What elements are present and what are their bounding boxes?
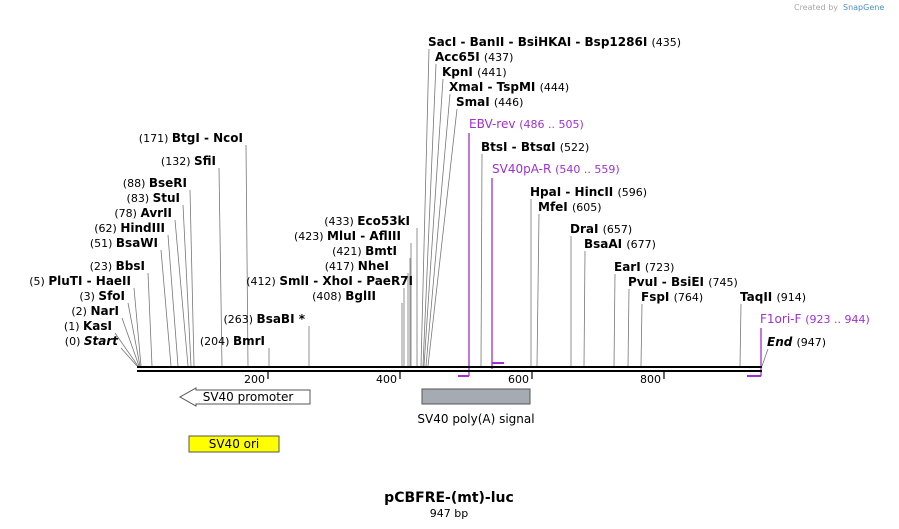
- site-label: FspI (764): [641, 290, 703, 304]
- ruler-tick-label: 800: [640, 373, 661, 386]
- site-label: (263) BsaBI *: [223, 312, 305, 326]
- site-leader-line: [114, 332, 139, 367]
- site-leader-line: [536, 213, 540, 367]
- map-length: 947 bp: [430, 507, 468, 520]
- site-label: (1) KasI: [64, 319, 112, 333]
- site-label: End (947): [767, 335, 826, 349]
- credit-label: Created by: [794, 3, 838, 12]
- site-label: (408) BglII: [312, 289, 376, 303]
- site-leader-line: [613, 273, 616, 367]
- site-label: (171) BtgI - NcoI: [139, 131, 243, 145]
- site-label: DraI (657): [570, 222, 632, 236]
- site-leader-line: [121, 317, 140, 367]
- ruler-tick-label: 600: [508, 373, 529, 386]
- site-label: (417) NheI: [325, 259, 389, 273]
- site-label: PvuI - BsiEI (745): [628, 275, 738, 289]
- site-leader-line: [127, 302, 141, 367]
- site-label: (423) MluI - AflIII: [294, 229, 401, 243]
- site-leader-line: [167, 234, 179, 367]
- site-label: (83) StuI: [127, 191, 180, 205]
- site-leader-line: [423, 78, 444, 367]
- site-label: MfeI (605): [538, 200, 602, 214]
- site-leader-line: [160, 249, 172, 367]
- credit-brand: SnapGene: [843, 3, 884, 12]
- site-label: XmaI - TspMI (444): [449, 80, 569, 94]
- site-label: SacI - BanII - BsiHKAI - Bsp1286I (435): [428, 35, 681, 49]
- site-leader-line: [761, 348, 769, 367]
- site-label: SmaI (446): [456, 95, 523, 109]
- primer-label: F1ori-F (923 .. 944): [760, 312, 870, 326]
- site-label: (2) NarI: [71, 304, 119, 318]
- site-label: (88) BseRI: [123, 176, 187, 190]
- site-label: BtsI - BtsαI (522): [481, 140, 589, 154]
- site-label: EarI (723): [614, 260, 674, 274]
- site-leader-line: [218, 167, 223, 367]
- map-title: pCBFRE-(mt)-luc: [384, 490, 514, 506]
- site-label: (3) SfoI: [79, 289, 125, 303]
- site-leader-line: [627, 288, 630, 367]
- site-label: (421) BmtI: [332, 244, 397, 258]
- site-leader-line: [182, 204, 192, 367]
- ruler-tick-label: 200: [244, 373, 265, 386]
- feature-sv40-promoter-arrow: [178, 387, 311, 407]
- site-leader-line: [189, 189, 195, 367]
- site-leader-line: [147, 272, 153, 367]
- site-label: TaqII (914): [740, 290, 806, 304]
- primer-label: SV40pA-R (540 .. 559): [492, 162, 620, 176]
- site-leader-line: [480, 153, 483, 367]
- feature-sv40-polya-box: [421, 388, 531, 405]
- site-label: (5) PluTI - HaeII: [29, 274, 131, 288]
- site-leader-line: [640, 303, 643, 367]
- primer-label: EBV-rev (486 .. 505): [469, 117, 584, 131]
- feature-sv40-ori-box: [188, 435, 280, 453]
- site-label: (51) BsaWI: [90, 236, 158, 250]
- site-label: (412) SmlI - XhoI - PaeR7I: [246, 274, 413, 288]
- site-label: KpnI (441): [442, 65, 507, 79]
- site-leader-line: [245, 144, 249, 367]
- site-label: (23) BbsI: [90, 259, 145, 273]
- site-leader-line: [427, 108, 458, 367]
- site-leader-line: [422, 63, 437, 367]
- site-label: (204) BmrI: [200, 334, 265, 348]
- site-leader-line: [583, 250, 586, 367]
- site-label: (62) HindIII: [94, 221, 165, 235]
- site-leader-line: [120, 347, 138, 367]
- feature-label: SV40 poly(A) signal: [417, 412, 534, 426]
- site-label: BsaAI (677): [584, 237, 656, 251]
- site-leader-line: [174, 219, 189, 367]
- site-leader-line: [739, 303, 742, 367]
- site-leader-line: [425, 93, 451, 367]
- feature-label: SV40 ori: [209, 437, 260, 451]
- site-leader-line: [420, 48, 430, 367]
- site-label: (0) Start: [65, 334, 119, 348]
- site-label: Acc65I (437): [435, 50, 513, 64]
- site-leader-line: [133, 287, 142, 367]
- ruler-tick-label: 400: [376, 373, 397, 386]
- site-label: (433) Eco53kI: [324, 214, 410, 228]
- site-label: (132) SfiI: [161, 154, 216, 168]
- site-label: HpaI - HincII (596): [530, 185, 647, 199]
- site-label: (78) AvrII: [114, 206, 172, 220]
- feature-label: SV40 promoter: [203, 390, 294, 404]
